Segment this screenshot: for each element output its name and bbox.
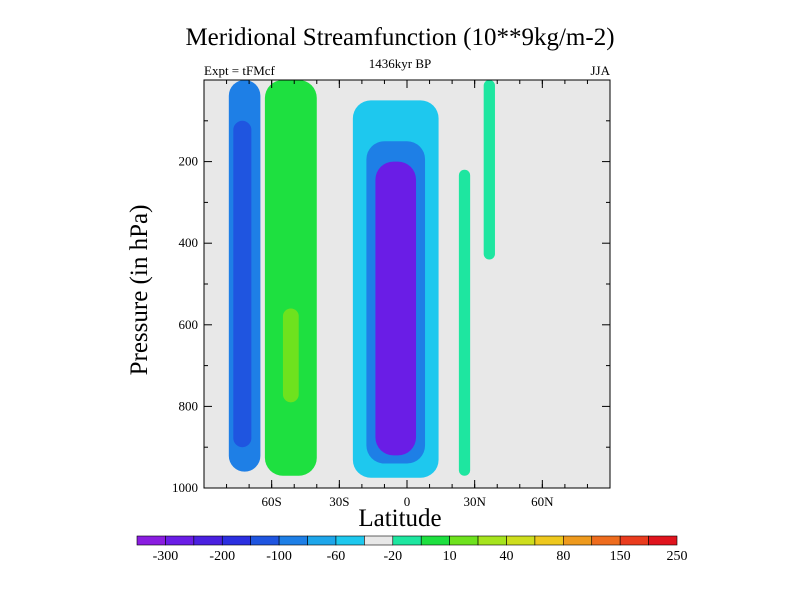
colorbar-swatch <box>392 535 422 546</box>
x-axis-label: Latitude <box>358 505 442 532</box>
contour-fills <box>228 80 495 478</box>
experiment-label: Expt = tFMcf <box>204 63 275 78</box>
y-tick-label: 1000 <box>172 480 198 495</box>
colorbar-swatch <box>165 535 195 546</box>
colorbar: -300 -200 -100 -60 -20 10 40 80 150 250 <box>136 535 688 564</box>
colorbar-label: -60 <box>327 549 346 564</box>
colorbar-label: 10 <box>443 549 457 564</box>
colorbar-swatch <box>506 535 536 546</box>
colorbar-swatch <box>364 535 394 546</box>
colorbar-swatch <box>648 535 678 546</box>
x-tick-label: 60N <box>531 494 554 509</box>
colorbar-swatch <box>420 535 450 546</box>
y-tick-label: 600 <box>179 317 199 332</box>
colorbar-label: 80 <box>556 549 570 564</box>
colorbar-label: 150 <box>610 549 631 564</box>
colorbar-swatch <box>449 535 479 546</box>
y-tick-label: 400 <box>179 235 199 250</box>
x-tick-label: 30N <box>463 494 486 509</box>
colorbar-swatch <box>335 535 365 546</box>
season-label: JJA <box>590 63 610 78</box>
colorbar-swatch <box>250 535 280 546</box>
northern-positive-strip <box>458 169 471 476</box>
northern-upper-strip <box>483 80 495 260</box>
colorbar-label: -200 <box>209 549 235 564</box>
colorbar-swatch <box>278 535 308 546</box>
colorbar-label: -300 <box>153 549 179 564</box>
colorbar-swatch <box>221 535 251 546</box>
axes: 60S 30S 0 30N 60N 200 400 600 800 1000 <box>172 80 610 509</box>
colorbar-swatch <box>534 535 564 546</box>
colorbar-label: 250 <box>667 549 688 564</box>
y-tick-label: 800 <box>179 398 199 413</box>
colorbar-swatch <box>563 535 593 546</box>
y-tick-label: 200 <box>179 154 199 169</box>
colorbar-swatch <box>619 535 649 546</box>
southern-ocean-core <box>233 120 252 448</box>
x-tick-label: 30S <box>329 494 349 509</box>
colorbar-swatch <box>307 535 337 546</box>
x-tick-label: 0 <box>404 494 411 509</box>
southern-positive-core <box>282 308 299 403</box>
southern-positive-cell <box>264 80 317 476</box>
colorbar-label: -100 <box>266 549 292 564</box>
colorbar-swatch <box>136 535 166 546</box>
colorbar-swatch <box>477 535 507 546</box>
colorbar-swatch <box>193 535 223 546</box>
colorbar-label: 40 <box>499 549 513 564</box>
x-tick-label: 60S <box>262 494 282 509</box>
time-label: 1436kyr BP <box>368 56 432 71</box>
colorbar-swatch <box>591 535 621 546</box>
colorbar-label: -20 <box>383 549 402 564</box>
tropical-negative-cell-core <box>375 161 417 456</box>
chart-title: Meridional Streamfunction (10**9kg/m-2) <box>185 24 615 51</box>
